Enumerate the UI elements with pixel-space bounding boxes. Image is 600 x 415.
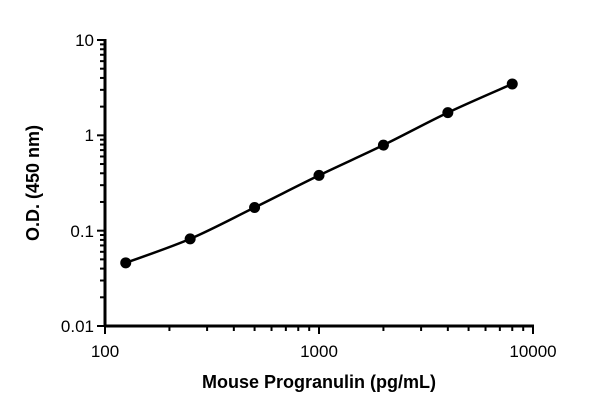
y-tick-label-1: 1 xyxy=(85,126,94,145)
data-point xyxy=(249,201,261,213)
x-tick-label-10000: 10000 xyxy=(509,342,556,361)
y-tick-label-10: 10 xyxy=(75,31,94,50)
data-point xyxy=(506,78,518,90)
data-point xyxy=(442,107,454,119)
data-point xyxy=(120,257,132,269)
x-axis-title: Mouse Progranulin (pg/mL) xyxy=(202,372,436,392)
y-axis-title: O.D. (450 nm) xyxy=(23,125,43,241)
data-point xyxy=(313,169,325,181)
y-tick-label-0.01: 0.01 xyxy=(61,317,94,336)
data-point xyxy=(184,233,196,245)
data-point xyxy=(377,139,389,151)
data-marks xyxy=(120,78,518,269)
x-tick-label-1000: 1000 xyxy=(300,342,338,361)
axes xyxy=(97,39,534,334)
y-tick-label-0.1: 0.1 xyxy=(70,222,94,241)
x-tick-label-100: 100 xyxy=(91,342,119,361)
